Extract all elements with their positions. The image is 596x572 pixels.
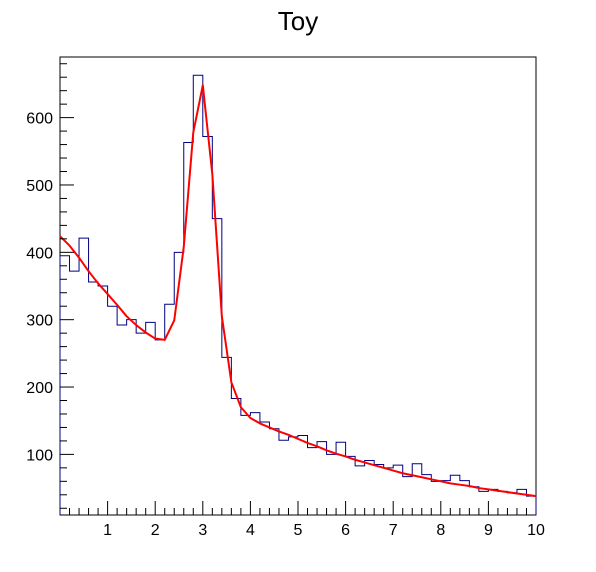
histogram-bin: [241, 415, 251, 515]
histogram-bin: [412, 464, 422, 515]
histogram-bin: [431, 481, 441, 515]
x-tick-label: 4: [246, 522, 255, 539]
histogram-bin: [441, 481, 451, 515]
histogram-bin: [174, 252, 184, 515]
histogram-bin: [136, 333, 146, 515]
histogram-bin: [450, 475, 460, 515]
histogram-bin: [250, 413, 260, 515]
y-tick-label: 400: [26, 245, 53, 262]
histogram-bin: [327, 454, 337, 515]
x-tick-label: 8: [436, 522, 445, 539]
fit-curve: [59, 84, 537, 498]
histogram-bin: [355, 466, 365, 515]
histogram-bin: [222, 357, 232, 515]
y-tick-label: 300: [26, 313, 53, 330]
x-tick-label: 7: [389, 522, 398, 539]
histogram-bin: [346, 456, 356, 515]
histogram-bin: [146, 322, 156, 515]
y-tick-label: 600: [26, 111, 53, 128]
x-tick-label: 6: [341, 522, 350, 539]
x-tick-label: 3: [198, 522, 207, 539]
histogram-bin: [193, 75, 203, 515]
y-tick-label: 100: [26, 447, 53, 464]
histogram-bin: [98, 286, 108, 515]
x-tick-label: 5: [294, 522, 303, 539]
histogram-bin: [70, 271, 80, 515]
histogram-bin: [403, 477, 413, 515]
histogram-bin: [488, 489, 498, 515]
x-tick-label: 2: [151, 522, 160, 539]
y-tick-label: 200: [26, 380, 53, 397]
histogram-bin: [498, 491, 508, 515]
histogram-outline: [59, 74, 537, 515]
histogram-bin: [526, 496, 536, 515]
x-tick-label: 10: [527, 522, 545, 539]
histogram-bin: [60, 256, 70, 515]
y-tick-label: 500: [26, 178, 53, 195]
histogram-bin: [308, 448, 318, 515]
histogram-bin: [108, 306, 118, 515]
histogram-bin: [507, 493, 517, 515]
fit-layer: [59, 84, 537, 498]
histogram-bin: [469, 487, 479, 515]
histogram-bin: [269, 429, 279, 515]
x-tick-label: 1: [103, 522, 112, 539]
histogram-bin: [127, 320, 137, 515]
histogram-bin: [298, 436, 308, 515]
histogram-bin: [155, 340, 165, 515]
axes-layer: 1 2 3 4 5 6 7 8 9 10 100 200 300 400 500 600: [26, 63, 545, 539]
histogram-bin: [365, 460, 375, 515]
x-tick-label: 9: [484, 522, 493, 539]
histogram-bin: [203, 136, 213, 515]
histogram-bin: [79, 238, 89, 515]
histogram-bin: [479, 491, 489, 515]
histogram-layer: [59, 74, 537, 515]
histogram-bin: [374, 464, 384, 515]
histogram-bin: [422, 475, 432, 515]
histogram-bin: [117, 325, 127, 515]
histogram-bin: [279, 440, 289, 515]
histogram-bin: [89, 282, 99, 515]
histogram-bin: [288, 437, 298, 515]
histogram-bin: [384, 468, 394, 515]
histogram-bin: [317, 442, 327, 515]
chart-title: Toy: [278, 6, 318, 36]
histogram-bin: [260, 422, 270, 515]
histogram-bin: [231, 398, 241, 515]
histogram-bin: [212, 219, 222, 515]
